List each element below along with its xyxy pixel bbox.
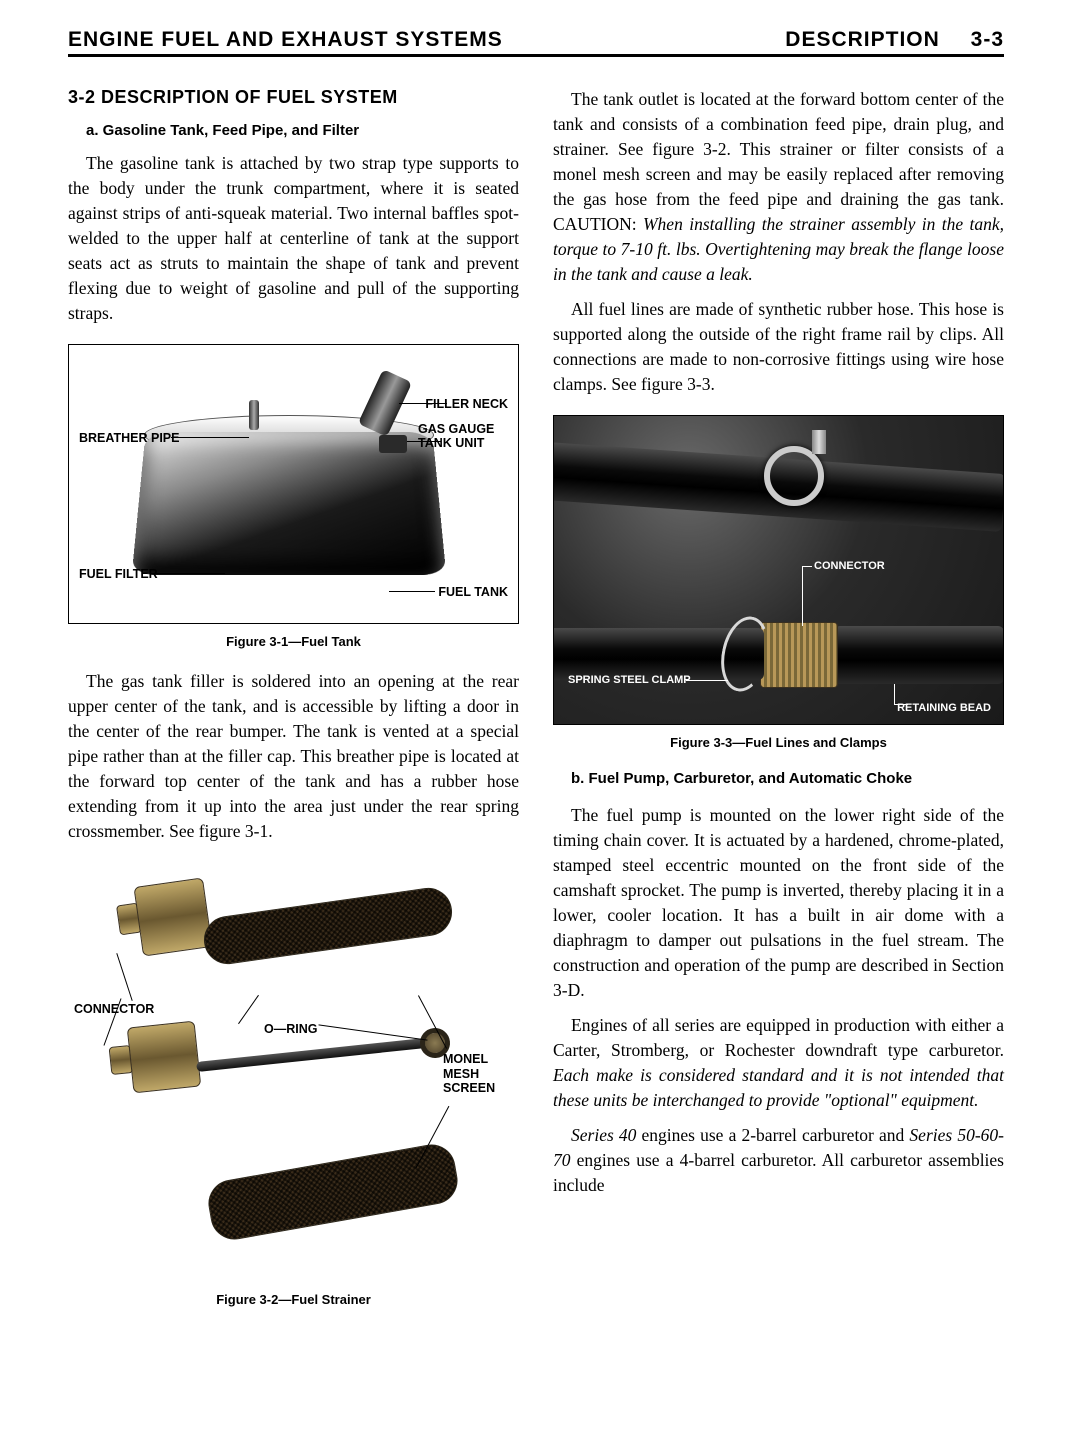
figure-3-2-caption: Figure 3-2—Fuel Strainer: [68, 1292, 519, 1307]
label-gas-gauge: GAS GAUGE TANK UNIT: [418, 423, 508, 451]
figure-3-2: CONNECTOR O—RING MONEL MESH SCREEN: [68, 862, 519, 1282]
figure-3-3-caption: Figure 3-3—Fuel Lines and Clamps: [553, 735, 1004, 750]
page-number: 3-3: [971, 28, 1004, 51]
leader-line: [389, 591, 435, 592]
figure-3-1: BREATHER PIPE FILLER NECK GAS GAUGE TANK…: [68, 344, 519, 624]
figure-3-1-caption: Figure 3-1—Fuel Tank: [68, 634, 519, 649]
leader-line: [171, 437, 249, 438]
label-monel-mesh: MONEL MESH SCREEN: [443, 1052, 513, 1095]
label-fuel-tank: FUEL TANK: [438, 585, 508, 599]
paragraph-6: Engines of all series are equipped in pr…: [553, 1013, 1004, 1113]
subsection-b-heading: b. Fuel Pump, Carburetor, and Automatic …: [571, 770, 1004, 789]
label-o-ring: O—RING: [264, 1022, 317, 1036]
clamp-bolt-illustration: [812, 430, 826, 454]
paragraph-4: All fuel lines are made of synthetic rub…: [553, 297, 1004, 397]
label-breather-pipe: BREATHER PIPE: [79, 431, 179, 445]
header-title-right: DESCRIPTION 3-3: [785, 28, 1004, 52]
label-fuel-filter: FUEL FILTER: [79, 567, 158, 581]
header-section-label: DESCRIPTION: [785, 28, 940, 51]
paragraph-6-text: Engines of all series are equipped in pr…: [553, 1015, 1004, 1060]
leader-line-white: [802, 566, 812, 567]
paragraph-7: Series 40 engines use a 2-barrel carbure…: [553, 1123, 1004, 1198]
mesh-screen-bottom-illustration: [205, 1141, 462, 1244]
leader-line-white: [894, 704, 908, 705]
paragraph-3-text: The tank outlet is located at the forwar…: [553, 89, 1004, 234]
left-column: 3-2 DESCRIPTION OF FUEL SYSTEM a. Gasoli…: [68, 87, 519, 1327]
subsection-a-heading: a. Gasoline Tank, Feed Pipe, and Filter: [86, 122, 519, 139]
paragraph-6-italic: Each make is considered standard and it …: [553, 1065, 1004, 1110]
strainer-shaft-illustration: [196, 1038, 426, 1072]
label-connector-fig33: CONNECTOR: [814, 560, 885, 572]
leader-line-white: [894, 684, 895, 704]
breather-pipe-illustration: [249, 400, 259, 430]
section-heading: 3-2 DESCRIPTION OF FUEL SYSTEM: [68, 87, 519, 108]
page-header: ENGINE FUEL AND EXHAUST SYSTEMS DESCRIPT…: [68, 28, 1004, 57]
leader-line-white: [686, 680, 728, 681]
content-columns: 3-2 DESCRIPTION OF FUEL SYSTEM a. Gasoli…: [68, 87, 1004, 1327]
paragraph-2: The gas tank filler is soldered into an …: [68, 669, 519, 844]
connector-brass-illustration: [760, 622, 838, 688]
gas-gauge-unit-illustration: [379, 435, 407, 453]
lower-hose-right-illustration: [834, 626, 1004, 684]
clamp-ring-illustration: [764, 446, 824, 506]
leader-line: [407, 441, 441, 442]
paragraph-7-text-d: engines use a 4-barrel carburetor. All c…: [553, 1150, 1004, 1195]
leader-line: [116, 953, 132, 1001]
fuel-tank-illustration: [132, 432, 447, 575]
label-filler-neck: FILLER NECK: [425, 397, 508, 411]
flange-illustration: [133, 878, 212, 957]
paragraph-7-series40: Series 40: [571, 1125, 636, 1145]
paragraph-7-text-b: engines use a 2-barrel carburetor and: [636, 1125, 909, 1145]
leader-line: [155, 573, 225, 574]
mesh-screen-top-illustration: [201, 885, 455, 967]
paragraph-5: The fuel pump is mounted on the lower ri…: [553, 803, 1004, 1003]
label-retaining-bead: RETAINING BEAD: [897, 702, 991, 714]
leader-line: [318, 1025, 427, 1041]
paragraph-1: The gasoline tank is attached by two str…: [68, 151, 519, 326]
leader-line: [238, 995, 259, 1024]
flange-2-illustration: [127, 1021, 202, 1094]
label-spring-clamp: SPRING STEEL CLAMP: [568, 674, 691, 686]
right-column: The tank outlet is located at the forwar…: [553, 87, 1004, 1327]
leader-line: [399, 403, 447, 404]
paragraph-3: The tank outlet is located at the forwar…: [553, 87, 1004, 287]
header-title-left: ENGINE FUEL AND EXHAUST SYSTEMS: [68, 28, 503, 52]
leader-line-white: [802, 566, 803, 626]
figure-3-3: CONNECTOR SPRING STEEL CLAMP RETAINING B…: [553, 415, 1004, 725]
